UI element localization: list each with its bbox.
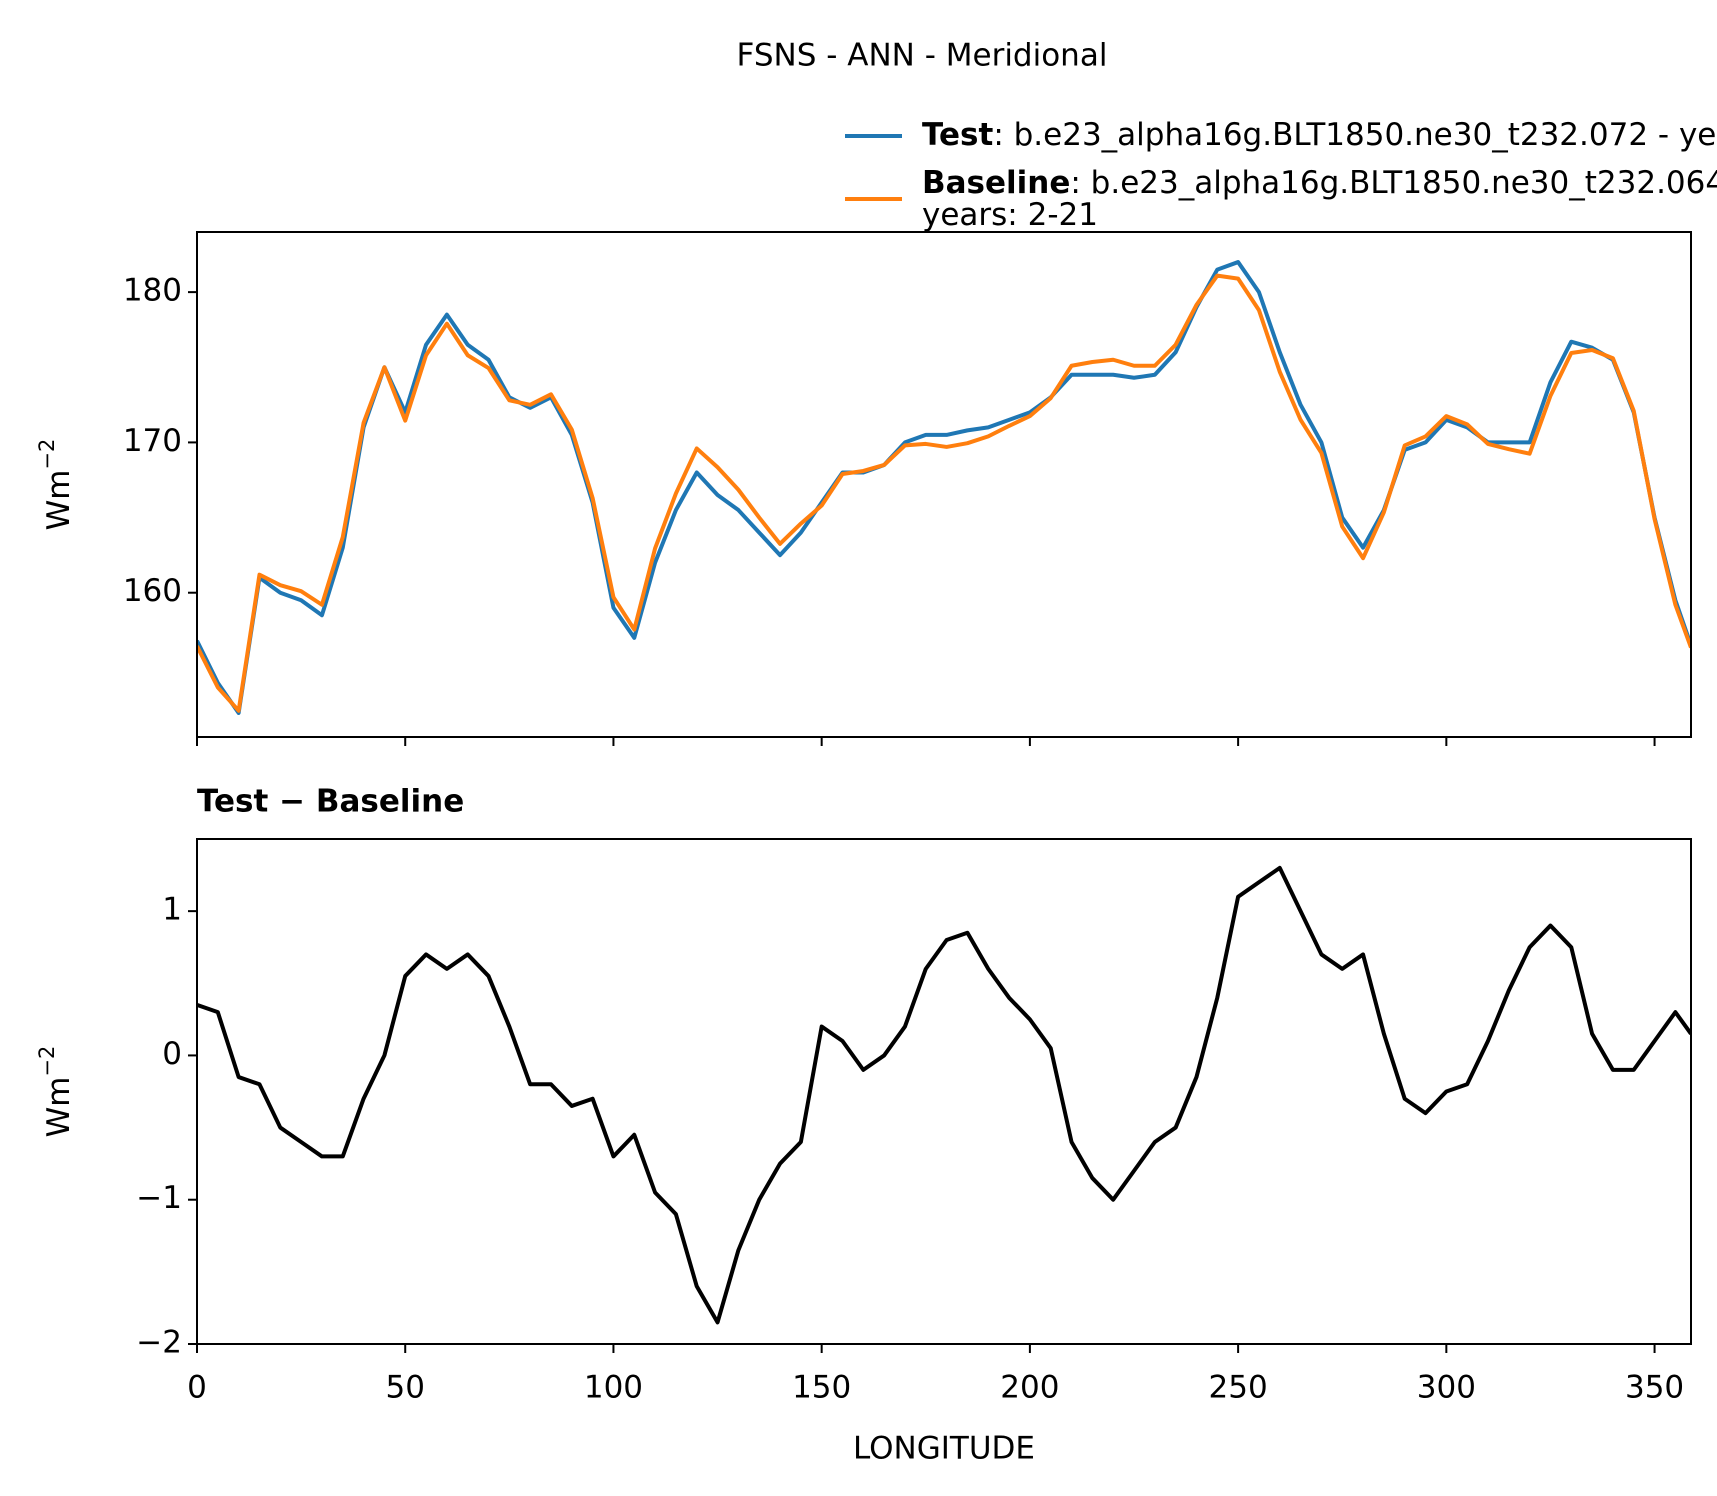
x-tick-label: 50 — [385, 1370, 424, 1406]
y-axis-label: Wm−2 — [35, 1046, 77, 1138]
y-tick-label: 180 — [123, 273, 182, 309]
axes-frame — [196, 838, 1692, 1345]
legend-description: : b.e23_alpha16g.BLT1850.ne30_t232.072 -… — [993, 117, 1717, 153]
y-tick-label: −2 — [136, 1325, 182, 1361]
legend-entry: years: 2-21 — [922, 197, 1098, 233]
y-label-text: Wm — [41, 1077, 77, 1138]
y-label-superscript: −2 — [35, 1046, 59, 1077]
axes-frame — [196, 231, 1692, 738]
y-label-superscript: −2 — [35, 439, 59, 470]
x-tick-label: 350 — [1625, 1370, 1684, 1406]
legend-description: years: 2-21 — [922, 197, 1098, 233]
y-tick-label: 0 — [162, 1036, 182, 1072]
legend-name: Baseline — [922, 165, 1070, 201]
x-tick-label: 300 — [1417, 1370, 1476, 1406]
y-axis-label: Wm−2 — [35, 439, 77, 531]
chart-title: FSNS - ANN - Meridional — [737, 38, 1108, 74]
data-line — [197, 273, 1691, 713]
legend-description: : b.e23_alpha16g.BLT1850.ne30_t232.064 — [1070, 165, 1717, 201]
data-line — [197, 865, 1691, 1325]
subplot-title: Test − Baseline — [197, 784, 464, 820]
legend-entry: Test: b.e23_alpha16g.BLT1850.ne30_t232.0… — [922, 117, 1717, 153]
y-tick-label: 170 — [123, 423, 182, 459]
x-axis-label: LONGITUDE — [853, 1431, 1035, 1467]
y-label-text: Wm — [41, 470, 77, 531]
legend-entry: Baseline: b.e23_alpha16g.BLT1850.ne30_t2… — [922, 165, 1717, 201]
x-tick-label: 0 — [187, 1370, 207, 1406]
legend-name: Test — [922, 117, 994, 153]
data-line — [197, 260, 1691, 715]
x-tick-label: 150 — [792, 1370, 851, 1406]
y-tick-label: 1 — [162, 892, 182, 928]
y-tick-label: −1 — [136, 1180, 182, 1216]
x-tick-label: 200 — [1000, 1370, 1059, 1406]
y-tick-label: 160 — [123, 573, 182, 609]
x-tick-label: 100 — [584, 1370, 643, 1406]
x-tick-label: 250 — [1209, 1370, 1268, 1406]
